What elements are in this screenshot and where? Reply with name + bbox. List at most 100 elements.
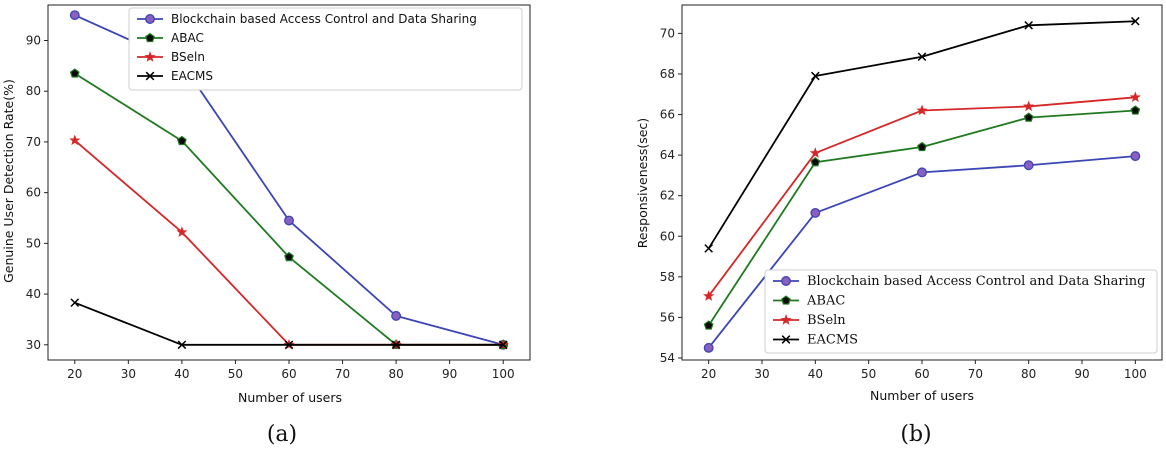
chart-a-series-eacms xyxy=(70,298,508,350)
chart-a-legend-item: Blockchain based Access Control and Data… xyxy=(137,12,477,26)
chart-b-xtick-label: 50 xyxy=(861,367,876,381)
chart-b-xtick-label: 70 xyxy=(968,367,983,381)
chart-a-series-eacms-point xyxy=(284,340,294,350)
chart-b-series-bseln-point xyxy=(809,147,821,158)
chart-a-series-eacms-point xyxy=(177,340,187,350)
chart-b-series-bseln-point xyxy=(1023,100,1035,112)
chart-b-xtick-label: 60 xyxy=(914,367,929,381)
chart-a-panel-label: (a) xyxy=(267,422,297,447)
chart-b-legend-box xyxy=(764,269,1158,354)
chart-b-ytick-label: 54 xyxy=(660,351,675,365)
chart-b-ytick-label: 56 xyxy=(660,310,675,324)
chart-b-ytick-label: 62 xyxy=(660,189,675,203)
chart-a-series-eacms-point xyxy=(391,340,401,350)
chart-b-series-abac-point xyxy=(810,157,821,167)
chart-b-ytick-label: 60 xyxy=(660,229,675,243)
chart-a-legend-label: ABAC xyxy=(171,31,204,45)
chart-b-ytick-label: 58 xyxy=(660,270,675,284)
chart-b-series-eacms xyxy=(704,16,1140,253)
chart-a-series-bseln-point xyxy=(69,134,81,146)
chart-b-ylabel: Responsiveness(sec) xyxy=(635,118,650,248)
chart-a-legend-marker xyxy=(144,51,156,62)
chart-a-series-eacms-line xyxy=(74,301,504,346)
chart-b-series-eacms-point xyxy=(1024,20,1034,30)
chart-b-legend-marker xyxy=(781,295,791,305)
chart-a-series-bseln-point xyxy=(176,226,188,237)
chart-b-series-abac-point xyxy=(703,320,714,330)
chart-a-legend-item: EACMS xyxy=(137,69,213,83)
chart-a-series-abac-line xyxy=(74,72,504,346)
chart-b-xtick-label: 100 xyxy=(1124,367,1147,381)
chart-b-xtick-label: 30 xyxy=(754,367,769,381)
chart-a-series-eacms-point xyxy=(70,298,80,308)
chart-b-ytick-label: 64 xyxy=(660,148,675,162)
chart-b-series-abac xyxy=(703,105,1141,330)
chart-a-xtick-label: 50 xyxy=(228,367,243,381)
chart-b-series-blockchain-based-access-control-and-data-sharing-point xyxy=(917,167,927,178)
chart-a-xtick-label: 90 xyxy=(442,367,457,381)
chart-b-ytick-label: 66 xyxy=(660,108,675,122)
chart-a-series-blockchain-based-access-control-and-data-sharing-point xyxy=(69,10,80,21)
chart-a-legend-label: BSeln xyxy=(171,50,205,64)
chart-b-series-eacms-point xyxy=(917,52,927,62)
chart-b-xlabel: Number of users xyxy=(870,388,974,403)
chart-a-series-abac xyxy=(69,68,509,349)
chart-a-series-abac-point xyxy=(284,251,294,262)
chart-a-legend-marker xyxy=(145,71,155,81)
chart-a-legend: Blockchain based Access Control and Data… xyxy=(128,7,523,91)
chart-b-xtick-label: 40 xyxy=(808,367,823,381)
chart-a-ytick-label: 40 xyxy=(26,287,41,301)
chart-b-legend-marker xyxy=(780,314,792,325)
chart-a-ticks: 20 30 40 50 60 70 80 90 100 30 40 50 60 70 80 90 xyxy=(26,34,515,382)
chart-b-legend-item: ABAC xyxy=(773,294,845,309)
chart-b-series-eacms-point xyxy=(704,244,713,253)
chart-a-series-blockchain-based-access-control-and-data-sharing-point xyxy=(391,310,402,321)
chart-b-legend-item: BSeln xyxy=(773,313,846,328)
chart-a-legend-item: BSeln xyxy=(137,50,205,64)
chart-a-legend-item: ABAC xyxy=(137,31,204,45)
chart-a-legend-label: Blockchain based Access Control and Data… xyxy=(171,12,477,26)
chart-a-ytick-label: 30 xyxy=(26,338,41,352)
chart-a-xlabel: Number of users xyxy=(238,390,342,405)
chart-a-series-bseln-line xyxy=(74,139,504,346)
chart-b-legend: Blockchain based Access Control and Data… xyxy=(764,269,1158,354)
chart-a-series-bseln xyxy=(69,134,509,350)
chart-a-series-eacms-point xyxy=(498,340,508,350)
chart-a-ylabel: Genuine User Detection Rate(%) xyxy=(1,79,16,283)
chart-a-xtick-label: 100 xyxy=(492,367,515,381)
chart-a-ytick-label: 60 xyxy=(26,186,41,200)
chart-b-series-blockchain-based-access-control-and-data-sharing-point xyxy=(1130,151,1141,162)
chart-b-panel-label: (b) xyxy=(900,422,931,447)
chart-a-legend-marker xyxy=(145,32,155,43)
chart-a-ytick-label: 80 xyxy=(26,84,41,98)
chart-b-legend-label: Blockchain based Access Control and Data… xyxy=(807,274,1145,289)
chart-a-ytick-label: 90 xyxy=(26,34,41,48)
chart-b-ytick-label: 70 xyxy=(660,26,675,40)
chart-b-xtick-label: 90 xyxy=(1074,367,1089,381)
chart-a: 20 30 40 50 60 70 80 90 100 30 40 50 60 70 80 90 Number… xyxy=(1,4,531,447)
chart-b-series-abac-point xyxy=(1130,105,1141,115)
chart-b-series-bseln-point xyxy=(916,104,928,116)
chart-a-xtick-label: 20 xyxy=(67,367,82,381)
chart-b-series-eacms-point xyxy=(1130,16,1140,26)
chart-b-series-bseln-point xyxy=(703,290,715,301)
chart-a-legend-label: EACMS xyxy=(171,69,213,83)
chart-b-series-eacms-point xyxy=(811,71,820,81)
chart-b-series-blockchain-based-access-control-and-data-sharing-point xyxy=(810,207,821,218)
chart-b-series-bseln-point xyxy=(1129,91,1141,103)
chart-a-ytick-label: 50 xyxy=(26,236,41,250)
chart-b-ytick-label: 68 xyxy=(660,67,675,81)
chart-a-legend-marker xyxy=(145,14,155,24)
chart-a-xtick-label: 70 xyxy=(335,367,350,381)
chart-b-ticks: 20 30 40 50 60 70 80 90 100 54 56 58 60 62 64 66 68 70 xyxy=(660,26,1147,381)
chart-a-xtick-label: 30 xyxy=(121,367,136,381)
chart-b-series-blockchain-based-access-control-and-data-sharing-point xyxy=(703,342,714,353)
chart-b-legend-marker xyxy=(781,276,791,286)
chart-b-legend-item: EACMS xyxy=(773,333,858,348)
chart-a-series-blockchain-based-access-control-and-data-sharing-point xyxy=(284,215,294,226)
chart-a-legend-box xyxy=(128,7,523,91)
chart-b-series-bseln xyxy=(703,91,1141,301)
chart-a-xtick-label: 40 xyxy=(174,367,189,381)
chart-b-series-abac-point xyxy=(1023,112,1034,122)
chart-b-series-abac-point xyxy=(917,141,927,152)
